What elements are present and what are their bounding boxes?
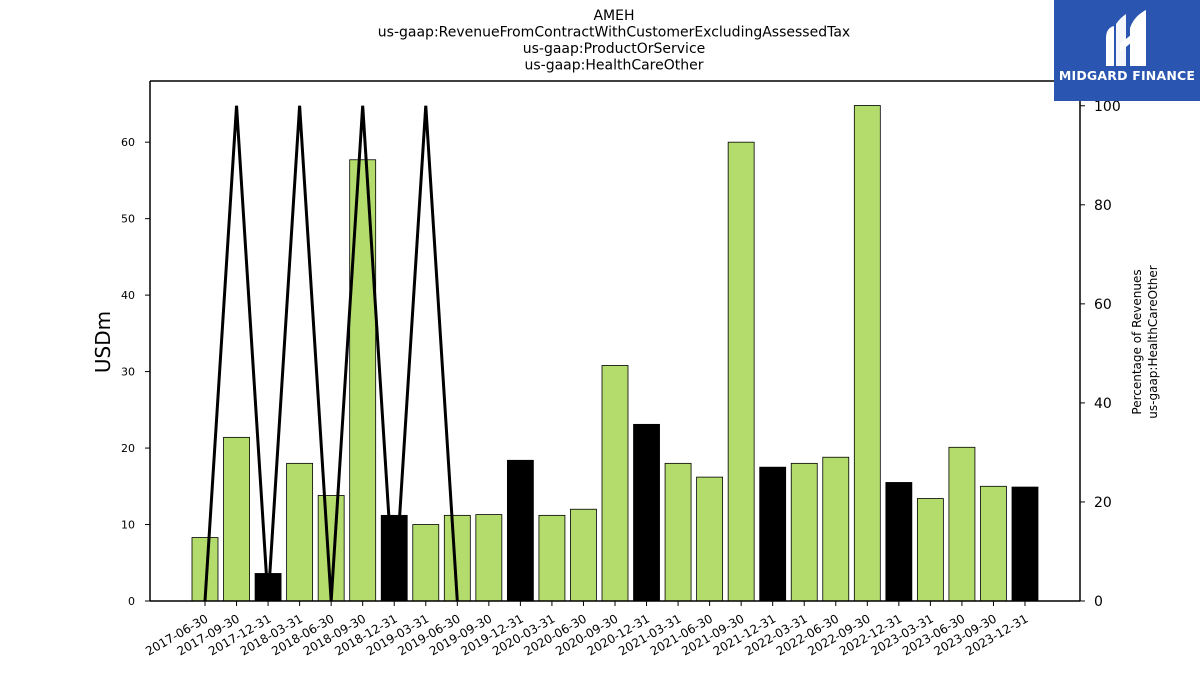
bar: [412, 524, 440, 602]
y-right-tick-label: 60: [1094, 297, 1112, 313]
bar: [1011, 486, 1039, 602]
y-right-tick-label: 40: [1094, 396, 1112, 412]
bar: [853, 105, 881, 602]
y-tick-label: 30: [121, 366, 135, 379]
bar: [317, 495, 345, 602]
title-line: us-gaap:RevenueFromContractWithCustomerE…: [378, 25, 850, 41]
title-line: us-gaap:HealthCareOther: [524, 58, 703, 74]
bar-series: [191, 105, 1039, 602]
bar: [223, 436, 250, 602]
y-tick-label: 40: [121, 289, 135, 302]
company-logo: MIDGARD FINANCE: [1054, 0, 1200, 101]
y-axis-label: USDm: [91, 311, 115, 373]
bar: [948, 446, 976, 602]
y-right-tick-label: 20: [1094, 495, 1112, 511]
y-tick-label: 10: [121, 519, 135, 532]
y-tick-label: 60: [121, 136, 135, 149]
bar: [601, 365, 629, 602]
bar: [727, 141, 755, 602]
y-right-tick-label: 80: [1094, 198, 1112, 214]
y-right-label-line: Percentage of Revenues: [1130, 269, 1144, 414]
y-axis-right: 0 20 40 60 80 100: [1080, 99, 1121, 610]
midgard-logo-icon: [1106, 10, 1146, 66]
y-axis-left: 0 10 20 30 40 50 60: [121, 136, 150, 608]
y-right-label-line: us-gaap:HealthCareOther: [1146, 265, 1160, 419]
y-tick-label: 50: [121, 213, 135, 226]
bar: [506, 459, 534, 602]
title-line: us-gaap:ProductOrService: [523, 41, 706, 57]
y-axis-right-label: Percentage of Revenues us-gaap:HealthCare…: [1130, 265, 1160, 419]
x-axis: 2017-06-302017-09-302017-12-312018-03-31…: [143, 601, 1031, 658]
bar: [570, 508, 597, 602]
y-tick-label: 0: [128, 595, 135, 608]
bar: [664, 462, 692, 602]
y-tick-label: 20: [121, 442, 135, 455]
bar: [759, 466, 787, 602]
chart-title: AMEHus-gaap:RevenueFromContractWithCusto…: [378, 8, 850, 74]
bar: [822, 456, 850, 602]
bar: [286, 462, 314, 602]
bar: [980, 485, 1007, 602]
bar: [633, 423, 660, 602]
y-right-tick-label: 0: [1094, 594, 1103, 610]
bar: [696, 476, 724, 602]
bar: [790, 462, 818, 602]
bar: [475, 514, 503, 602]
title-line: AMEH: [593, 8, 634, 24]
logo-text: MIDGARD FINANCE: [1058, 68, 1196, 83]
y-right-tick-label: 100: [1094, 99, 1121, 115]
bar: [916, 498, 944, 602]
bar: [885, 482, 913, 602]
bar: [538, 514, 566, 602]
